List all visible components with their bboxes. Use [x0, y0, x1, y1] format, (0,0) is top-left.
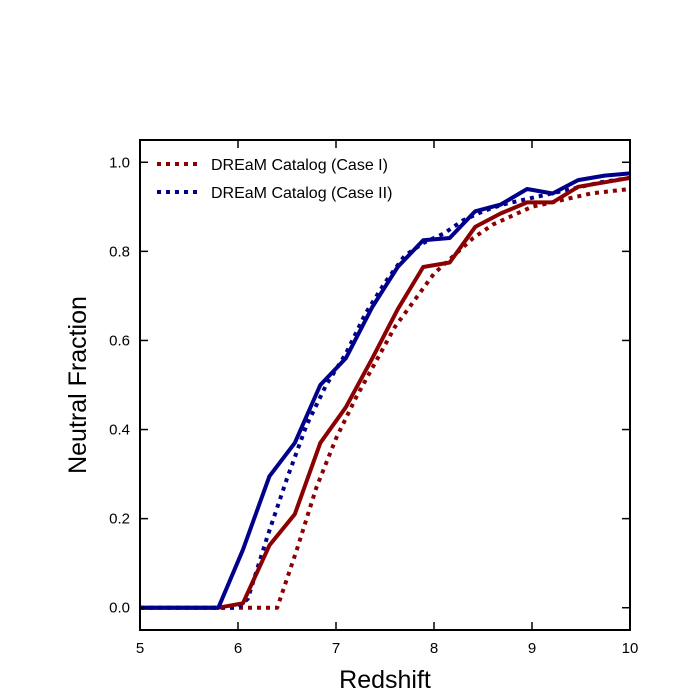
x-tick-label: 5 [136, 640, 144, 657]
series-line-solid-2 [140, 175, 631, 610]
x-tick-label: 8 [430, 640, 438, 657]
x-tick-label: 6 [234, 640, 242, 657]
series-line-dotted-1 [140, 175, 631, 610]
y-axis-label: Neutral Fraction [64, 296, 92, 474]
x-tick-label: 10 [622, 640, 639, 657]
series-line-solid-3 [140, 171, 631, 610]
series-layer [140, 171, 631, 610]
x-tick-label: 9 [528, 640, 536, 657]
x-axis-label: Redshift [339, 666, 431, 694]
legend-label: DREaM Catalog (Case I) [211, 157, 388, 174]
y-tick-label: 0.0 [109, 600, 130, 617]
axes-frame [139, 139, 631, 631]
y-tick-label: 0.4 [109, 422, 130, 439]
y-tick-label: 1.0 [109, 154, 130, 171]
x-tick-label: 7 [332, 640, 340, 657]
series-line-dotted-0 [140, 187, 631, 610]
ticks-layer: 5 6 7 8 9 10 0.0 0.2 0.4 0.6 0.8 1.0 [109, 140, 638, 657]
legend: DREaM Catalog (Case I) DREaM Catalog (Cas… [157, 157, 392, 202]
y-tick-label: 0.2 [109, 511, 130, 528]
legend-label: DREaM Catalog (Case II) [211, 185, 392, 202]
y-tick-label: 0.6 [109, 332, 130, 349]
y-tick-label: 0.8 [109, 243, 130, 260]
